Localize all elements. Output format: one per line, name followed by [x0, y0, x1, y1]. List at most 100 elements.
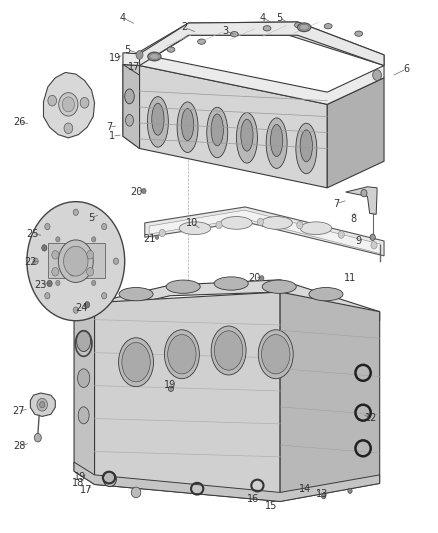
- Ellipse shape: [263, 26, 271, 31]
- Circle shape: [87, 251, 94, 259]
- Text: 28: 28: [13, 441, 25, 451]
- Circle shape: [69, 268, 76, 276]
- Text: 17: 17: [127, 62, 140, 72]
- Ellipse shape: [300, 130, 312, 162]
- Circle shape: [102, 223, 107, 230]
- Text: 11: 11: [344, 273, 356, 283]
- Text: 14: 14: [299, 484, 311, 494]
- Text: 16: 16: [247, 494, 259, 504]
- Ellipse shape: [168, 335, 196, 374]
- Circle shape: [69, 251, 76, 259]
- Ellipse shape: [262, 280, 296, 293]
- Text: 4: 4: [260, 13, 266, 23]
- Ellipse shape: [167, 47, 175, 52]
- Text: 26: 26: [13, 117, 25, 127]
- Polygon shape: [327, 78, 384, 188]
- Circle shape: [45, 223, 50, 230]
- Ellipse shape: [309, 287, 343, 301]
- Text: 20: 20: [249, 273, 261, 283]
- Polygon shape: [74, 303, 95, 484]
- Text: 17: 17: [80, 485, 92, 495]
- Polygon shape: [140, 66, 327, 188]
- Circle shape: [348, 488, 352, 494]
- Circle shape: [216, 221, 222, 229]
- Ellipse shape: [355, 31, 363, 36]
- Ellipse shape: [131, 487, 141, 498]
- Text: 9: 9: [356, 236, 362, 246]
- Ellipse shape: [271, 125, 283, 157]
- Text: 13: 13: [315, 489, 328, 499]
- Circle shape: [136, 51, 143, 59]
- Ellipse shape: [179, 222, 211, 235]
- Circle shape: [113, 258, 119, 264]
- Ellipse shape: [211, 114, 223, 146]
- Text: 15: 15: [265, 500, 278, 511]
- Ellipse shape: [148, 52, 161, 61]
- Circle shape: [371, 241, 377, 249]
- Polygon shape: [48, 243, 105, 278]
- Ellipse shape: [78, 369, 90, 387]
- Ellipse shape: [207, 107, 228, 158]
- Circle shape: [27, 201, 125, 321]
- Circle shape: [47, 280, 52, 287]
- Circle shape: [48, 95, 57, 106]
- Polygon shape: [30, 393, 55, 416]
- Circle shape: [92, 280, 96, 286]
- Ellipse shape: [214, 277, 248, 290]
- Polygon shape: [43, 72, 95, 138]
- Circle shape: [58, 240, 93, 282]
- Polygon shape: [123, 64, 140, 149]
- Text: 2: 2: [181, 22, 187, 33]
- Circle shape: [87, 268, 94, 276]
- Text: 5: 5: [88, 213, 95, 223]
- Ellipse shape: [168, 386, 173, 391]
- Ellipse shape: [119, 338, 153, 386]
- Ellipse shape: [261, 216, 292, 229]
- Text: 25: 25: [26, 229, 39, 239]
- Text: 19: 19: [109, 53, 121, 63]
- Ellipse shape: [103, 472, 117, 487]
- Circle shape: [73, 307, 78, 313]
- Ellipse shape: [148, 96, 168, 147]
- Circle shape: [59, 93, 78, 116]
- Circle shape: [56, 237, 60, 242]
- Circle shape: [80, 98, 89, 108]
- Circle shape: [102, 293, 107, 299]
- Circle shape: [33, 258, 38, 264]
- Ellipse shape: [126, 115, 134, 126]
- Text: 20: 20: [130, 187, 142, 197]
- Text: 22: 22: [24, 257, 37, 267]
- Ellipse shape: [119, 287, 153, 301]
- Circle shape: [258, 218, 264, 225]
- Ellipse shape: [300, 222, 332, 235]
- Text: 10: 10: [186, 218, 198, 228]
- Polygon shape: [74, 462, 380, 502]
- Polygon shape: [280, 292, 380, 502]
- Circle shape: [42, 245, 47, 251]
- Ellipse shape: [166, 280, 200, 293]
- Text: 7: 7: [333, 199, 339, 209]
- Ellipse shape: [198, 39, 205, 44]
- Ellipse shape: [299, 25, 309, 30]
- Ellipse shape: [230, 31, 238, 37]
- Circle shape: [52, 251, 59, 259]
- Ellipse shape: [297, 23, 311, 31]
- Circle shape: [321, 494, 326, 499]
- Text: 6: 6: [404, 64, 410, 74]
- Ellipse shape: [211, 326, 246, 375]
- Text: 27: 27: [12, 406, 25, 416]
- Text: 18: 18: [72, 478, 85, 488]
- Ellipse shape: [181, 109, 194, 141]
- Ellipse shape: [261, 335, 290, 374]
- Ellipse shape: [324, 23, 332, 29]
- Circle shape: [92, 237, 96, 242]
- Polygon shape: [74, 280, 380, 321]
- Text: 23: 23: [35, 280, 47, 290]
- Text: 12: 12: [365, 413, 377, 423]
- Circle shape: [73, 209, 78, 215]
- Circle shape: [260, 276, 264, 281]
- Ellipse shape: [237, 112, 258, 163]
- Circle shape: [85, 302, 90, 308]
- Circle shape: [37, 398, 47, 411]
- Polygon shape: [123, 53, 384, 104]
